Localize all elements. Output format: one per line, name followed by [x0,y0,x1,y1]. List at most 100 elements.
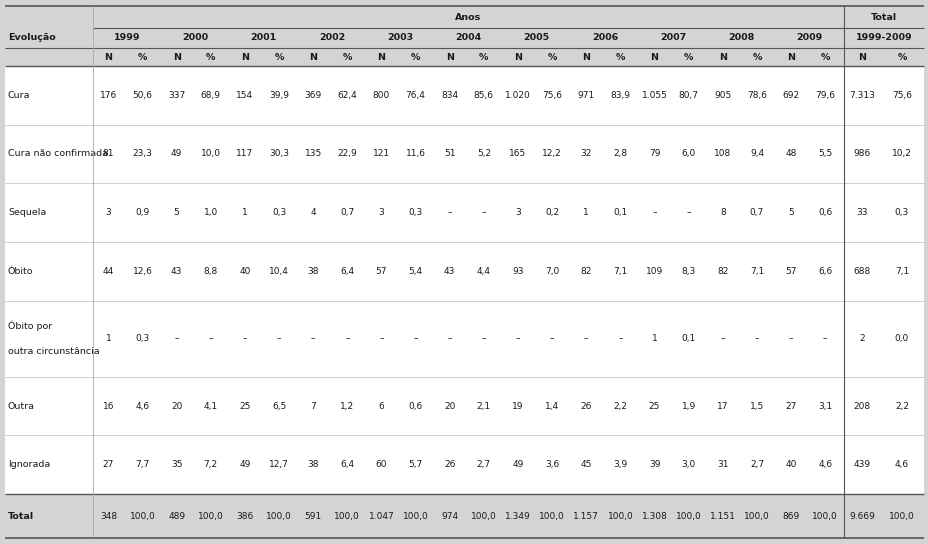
Text: 5: 5 [787,208,793,217]
Text: 93: 93 [511,267,523,276]
Text: 38: 38 [307,460,318,469]
Text: 19: 19 [511,401,523,411]
Text: %: % [206,53,215,61]
Text: N: N [582,53,589,61]
Text: 3,1: 3,1 [818,401,831,411]
Text: 2005: 2005 [523,34,549,42]
Text: 12,6: 12,6 [133,267,152,276]
Bar [5,66,923,494]
Text: 100,0: 100,0 [811,511,837,521]
Text: 49: 49 [171,150,182,158]
Text: 32: 32 [580,150,591,158]
Text: Cura não confirmada: Cura não confirmada [8,150,108,158]
Text: 4: 4 [310,208,316,217]
Text: 2,7: 2,7 [749,460,763,469]
Text: 692: 692 [781,91,799,100]
Text: –: – [447,334,452,343]
Text: 49: 49 [239,460,251,469]
Text: 39: 39 [648,460,660,469]
Text: 1,4: 1,4 [545,401,559,411]
Text: –: – [481,334,485,343]
Text: 83,9: 83,9 [610,91,630,100]
Text: –: – [344,334,349,343]
Text: 82: 82 [716,267,728,276]
Text: 10,0: 10,0 [200,150,221,158]
Text: 57: 57 [784,267,796,276]
Text: 43: 43 [171,267,182,276]
Text: 27: 27 [103,460,114,469]
Text: 80,7: 80,7 [678,91,698,100]
Text: 7,1: 7,1 [894,267,909,276]
Text: 489: 489 [168,511,185,521]
Text: –: – [617,334,622,343]
Text: 1999-2009: 1999-2009 [855,34,911,42]
Text: 1.151: 1.151 [709,511,735,521]
Text: 100,0: 100,0 [130,511,155,521]
Text: 7,7: 7,7 [135,460,149,469]
Text: 100,0: 100,0 [888,511,914,521]
Text: 2009: 2009 [796,34,822,42]
Text: 869: 869 [781,511,799,521]
Text: 2002: 2002 [318,34,344,42]
Text: 100,0: 100,0 [607,511,633,521]
Text: Anos: Anos [455,13,481,22]
Text: N: N [718,53,726,61]
Text: 1,9: 1,9 [681,401,695,411]
Text: 591: 591 [304,511,321,521]
Text: 0,9: 0,9 [135,208,149,217]
Text: –: – [822,334,827,343]
Text: 3: 3 [106,208,111,217]
Text: 348: 348 [99,511,117,521]
Text: 5,2: 5,2 [476,150,490,158]
Text: –: – [311,334,316,343]
Text: 5,5: 5,5 [818,150,831,158]
Text: 35: 35 [171,460,182,469]
Text: 76,4: 76,4 [406,91,425,100]
Text: 51: 51 [444,150,455,158]
Text: 2,2: 2,2 [894,401,908,411]
Text: %: % [819,53,829,61]
Text: N: N [104,53,112,61]
Text: 7: 7 [310,401,316,411]
Text: 386: 386 [236,511,253,521]
Text: 800: 800 [372,91,390,100]
Text: 4,6: 4,6 [135,401,149,411]
Text: 109: 109 [645,267,663,276]
Text: –: – [277,334,281,343]
Text: 7,2: 7,2 [203,460,217,469]
Text: 1: 1 [242,208,248,217]
Text: Total: Total [8,511,34,521]
Text: 100,0: 100,0 [675,511,701,521]
Text: Evolução: Evolução [8,34,56,42]
Text: 108: 108 [714,150,730,158]
Text: 75,6: 75,6 [542,91,561,100]
Text: 40: 40 [239,267,251,276]
Text: 43: 43 [444,267,455,276]
Text: Óbito por: Óbito por [8,320,52,331]
Text: Ignorada: Ignorada [8,460,50,469]
Text: 2,7: 2,7 [476,460,490,469]
Text: 1,0: 1,0 [203,208,218,217]
Text: 6,6: 6,6 [818,267,831,276]
Text: 0,3: 0,3 [135,334,149,343]
Text: 2008: 2008 [728,34,754,42]
Text: 6: 6 [379,401,384,411]
Text: 100,0: 100,0 [334,511,360,521]
Text: –: – [720,334,724,343]
Text: 8,3: 8,3 [681,267,695,276]
Text: –: – [413,334,418,343]
Text: 154: 154 [236,91,253,100]
Text: 5,4: 5,4 [408,267,422,276]
Text: N: N [309,53,316,61]
Text: 176: 176 [99,91,117,100]
Text: 0,3: 0,3 [272,208,286,217]
Text: 45: 45 [580,460,591,469]
Text: 0,6: 0,6 [408,401,422,411]
Text: 165: 165 [509,150,526,158]
Text: 82: 82 [580,267,591,276]
Text: 0,3: 0,3 [894,208,909,217]
Text: –: – [447,208,452,217]
Text: 12,7: 12,7 [269,460,289,469]
Text: N: N [240,53,249,61]
Text: 135: 135 [304,150,321,158]
